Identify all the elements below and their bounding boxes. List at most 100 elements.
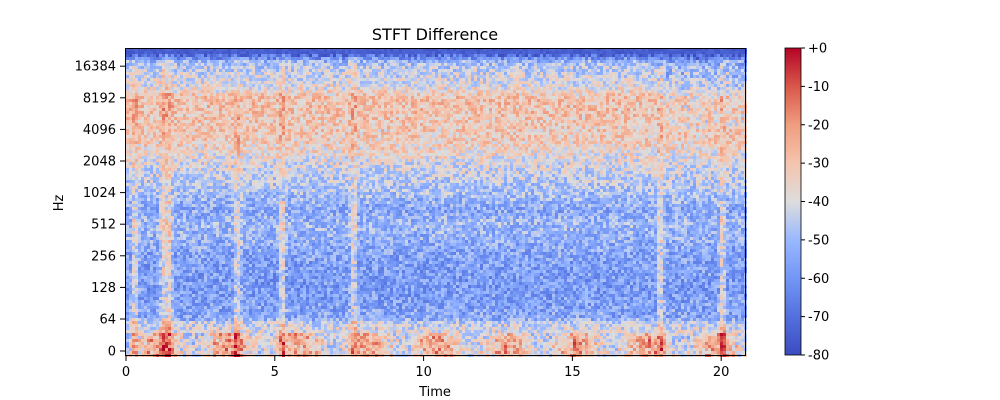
spectrogram-cell	[174, 48, 177, 51]
spectrogram-cell	[600, 57, 603, 60]
spectrogram-cell	[651, 114, 654, 117]
spectrogram-cell	[651, 87, 654, 90]
spectrogram-cell	[720, 102, 723, 105]
spectrogram-cell	[702, 63, 705, 66]
spectrogram-cell	[489, 57, 492, 60]
spectrogram-cell	[297, 72, 300, 75]
spectrogram-cell	[402, 114, 405, 117]
spectrogram-cell	[738, 54, 741, 57]
spectrogram-cell	[687, 57, 690, 60]
spectrogram-cell	[690, 66, 693, 69]
spectrogram-cell	[357, 54, 360, 57]
spectrogram-cell	[477, 102, 480, 105]
spectrogram-cell	[252, 84, 255, 87]
spectrogram-cell	[459, 54, 462, 57]
spectrogram-cell	[552, 66, 555, 69]
spectrogram-cell	[543, 60, 546, 63]
spectrogram-cell	[333, 102, 336, 105]
spectrogram-cell	[705, 117, 708, 120]
spectrogram-cell	[417, 87, 420, 90]
spectrogram-cell	[663, 102, 666, 105]
spectrogram-cell	[189, 102, 192, 105]
spectrogram-cell	[663, 51, 666, 54]
spectrogram-cell	[312, 60, 315, 63]
spectrogram-cell	[162, 63, 165, 66]
spectrogram-cell	[519, 108, 522, 111]
spectrogram-cell	[174, 117, 177, 120]
spectrogram-cell	[219, 63, 222, 66]
spectrogram-cell	[249, 114, 252, 117]
spectrogram-cell	[729, 114, 732, 117]
spectrogram-cell	[693, 48, 696, 51]
spectrogram-cell	[171, 105, 174, 108]
spectrogram-cell	[135, 93, 138, 96]
spectrogram-cell	[588, 117, 591, 120]
spectrogram-cell	[465, 93, 468, 96]
spectrogram-cell	[180, 99, 183, 102]
spectrogram-cell	[492, 60, 495, 63]
spectrogram-cell	[531, 48, 534, 51]
spectrogram-cell	[699, 48, 702, 51]
spectrogram-cell	[672, 108, 675, 111]
spectrogram-cell	[225, 93, 228, 96]
spectrogram-cell	[360, 66, 363, 69]
spectrogram-cell	[150, 102, 153, 105]
spectrogram-cell	[162, 108, 165, 111]
spectrogram-cell	[171, 78, 174, 81]
spectrogram-cell	[399, 78, 402, 81]
spectrogram-cell	[246, 57, 249, 60]
spectrogram-cell	[474, 66, 477, 69]
spectrogram-cell	[681, 78, 684, 81]
spectrogram-cell	[495, 102, 498, 105]
spectrogram-cell	[150, 63, 153, 66]
spectrogram-cell	[381, 78, 384, 81]
spectrogram-cell	[147, 75, 150, 78]
spectrogram-cell	[231, 57, 234, 60]
spectrogram-cell	[630, 114, 633, 117]
spectrogram-cell	[729, 54, 732, 57]
spectrogram-cell	[486, 51, 489, 54]
spectrogram-cell	[534, 108, 537, 111]
spectrogram-cell	[222, 78, 225, 81]
spectrogram-cell	[678, 60, 681, 63]
spectrogram-cell	[402, 105, 405, 108]
spectrogram-cell	[714, 93, 717, 96]
spectrogram-cell	[543, 105, 546, 108]
spectrogram-cell	[213, 63, 216, 66]
spectrogram-cell	[216, 72, 219, 75]
spectrogram-cell	[393, 84, 396, 87]
spectrogram-cell	[348, 111, 351, 114]
spectrogram-cell	[504, 114, 507, 117]
spectrogram-cell	[648, 108, 651, 111]
spectrogram-cell	[387, 84, 390, 87]
spectrogram-cell	[498, 51, 501, 54]
spectrogram-cell	[240, 84, 243, 87]
spectrogram-cell	[459, 87, 462, 90]
spectrogram-cell	[339, 48, 342, 51]
spectrogram-cell	[696, 51, 699, 54]
spectrogram-cell	[210, 99, 213, 102]
spectrogram-cell	[471, 75, 474, 78]
spectrogram-cell	[510, 72, 513, 75]
spectrogram-cell	[696, 69, 699, 72]
spectrogram-cell	[735, 96, 738, 99]
spectrogram-cell	[234, 81, 237, 84]
spectrogram-cell	[141, 96, 144, 99]
spectrogram-cell	[687, 102, 690, 105]
spectrogram-cell	[639, 72, 642, 75]
spectrogram-cell	[402, 75, 405, 78]
spectrogram-cell	[165, 87, 168, 90]
spectrogram-cell	[237, 72, 240, 75]
spectrogram-cell	[201, 63, 204, 66]
spectrogram-cell	[609, 111, 612, 114]
spectrogram-cell	[591, 105, 594, 108]
spectrogram-cell	[423, 75, 426, 78]
spectrogram-cell	[291, 51, 294, 54]
spectrogram-cell	[570, 51, 573, 54]
spectrogram-cell	[348, 96, 351, 99]
spectrogram-cell	[432, 93, 435, 96]
spectrogram-cell	[411, 57, 414, 60]
spectrogram-cell	[129, 84, 132, 87]
spectrogram-cell	[357, 102, 360, 105]
